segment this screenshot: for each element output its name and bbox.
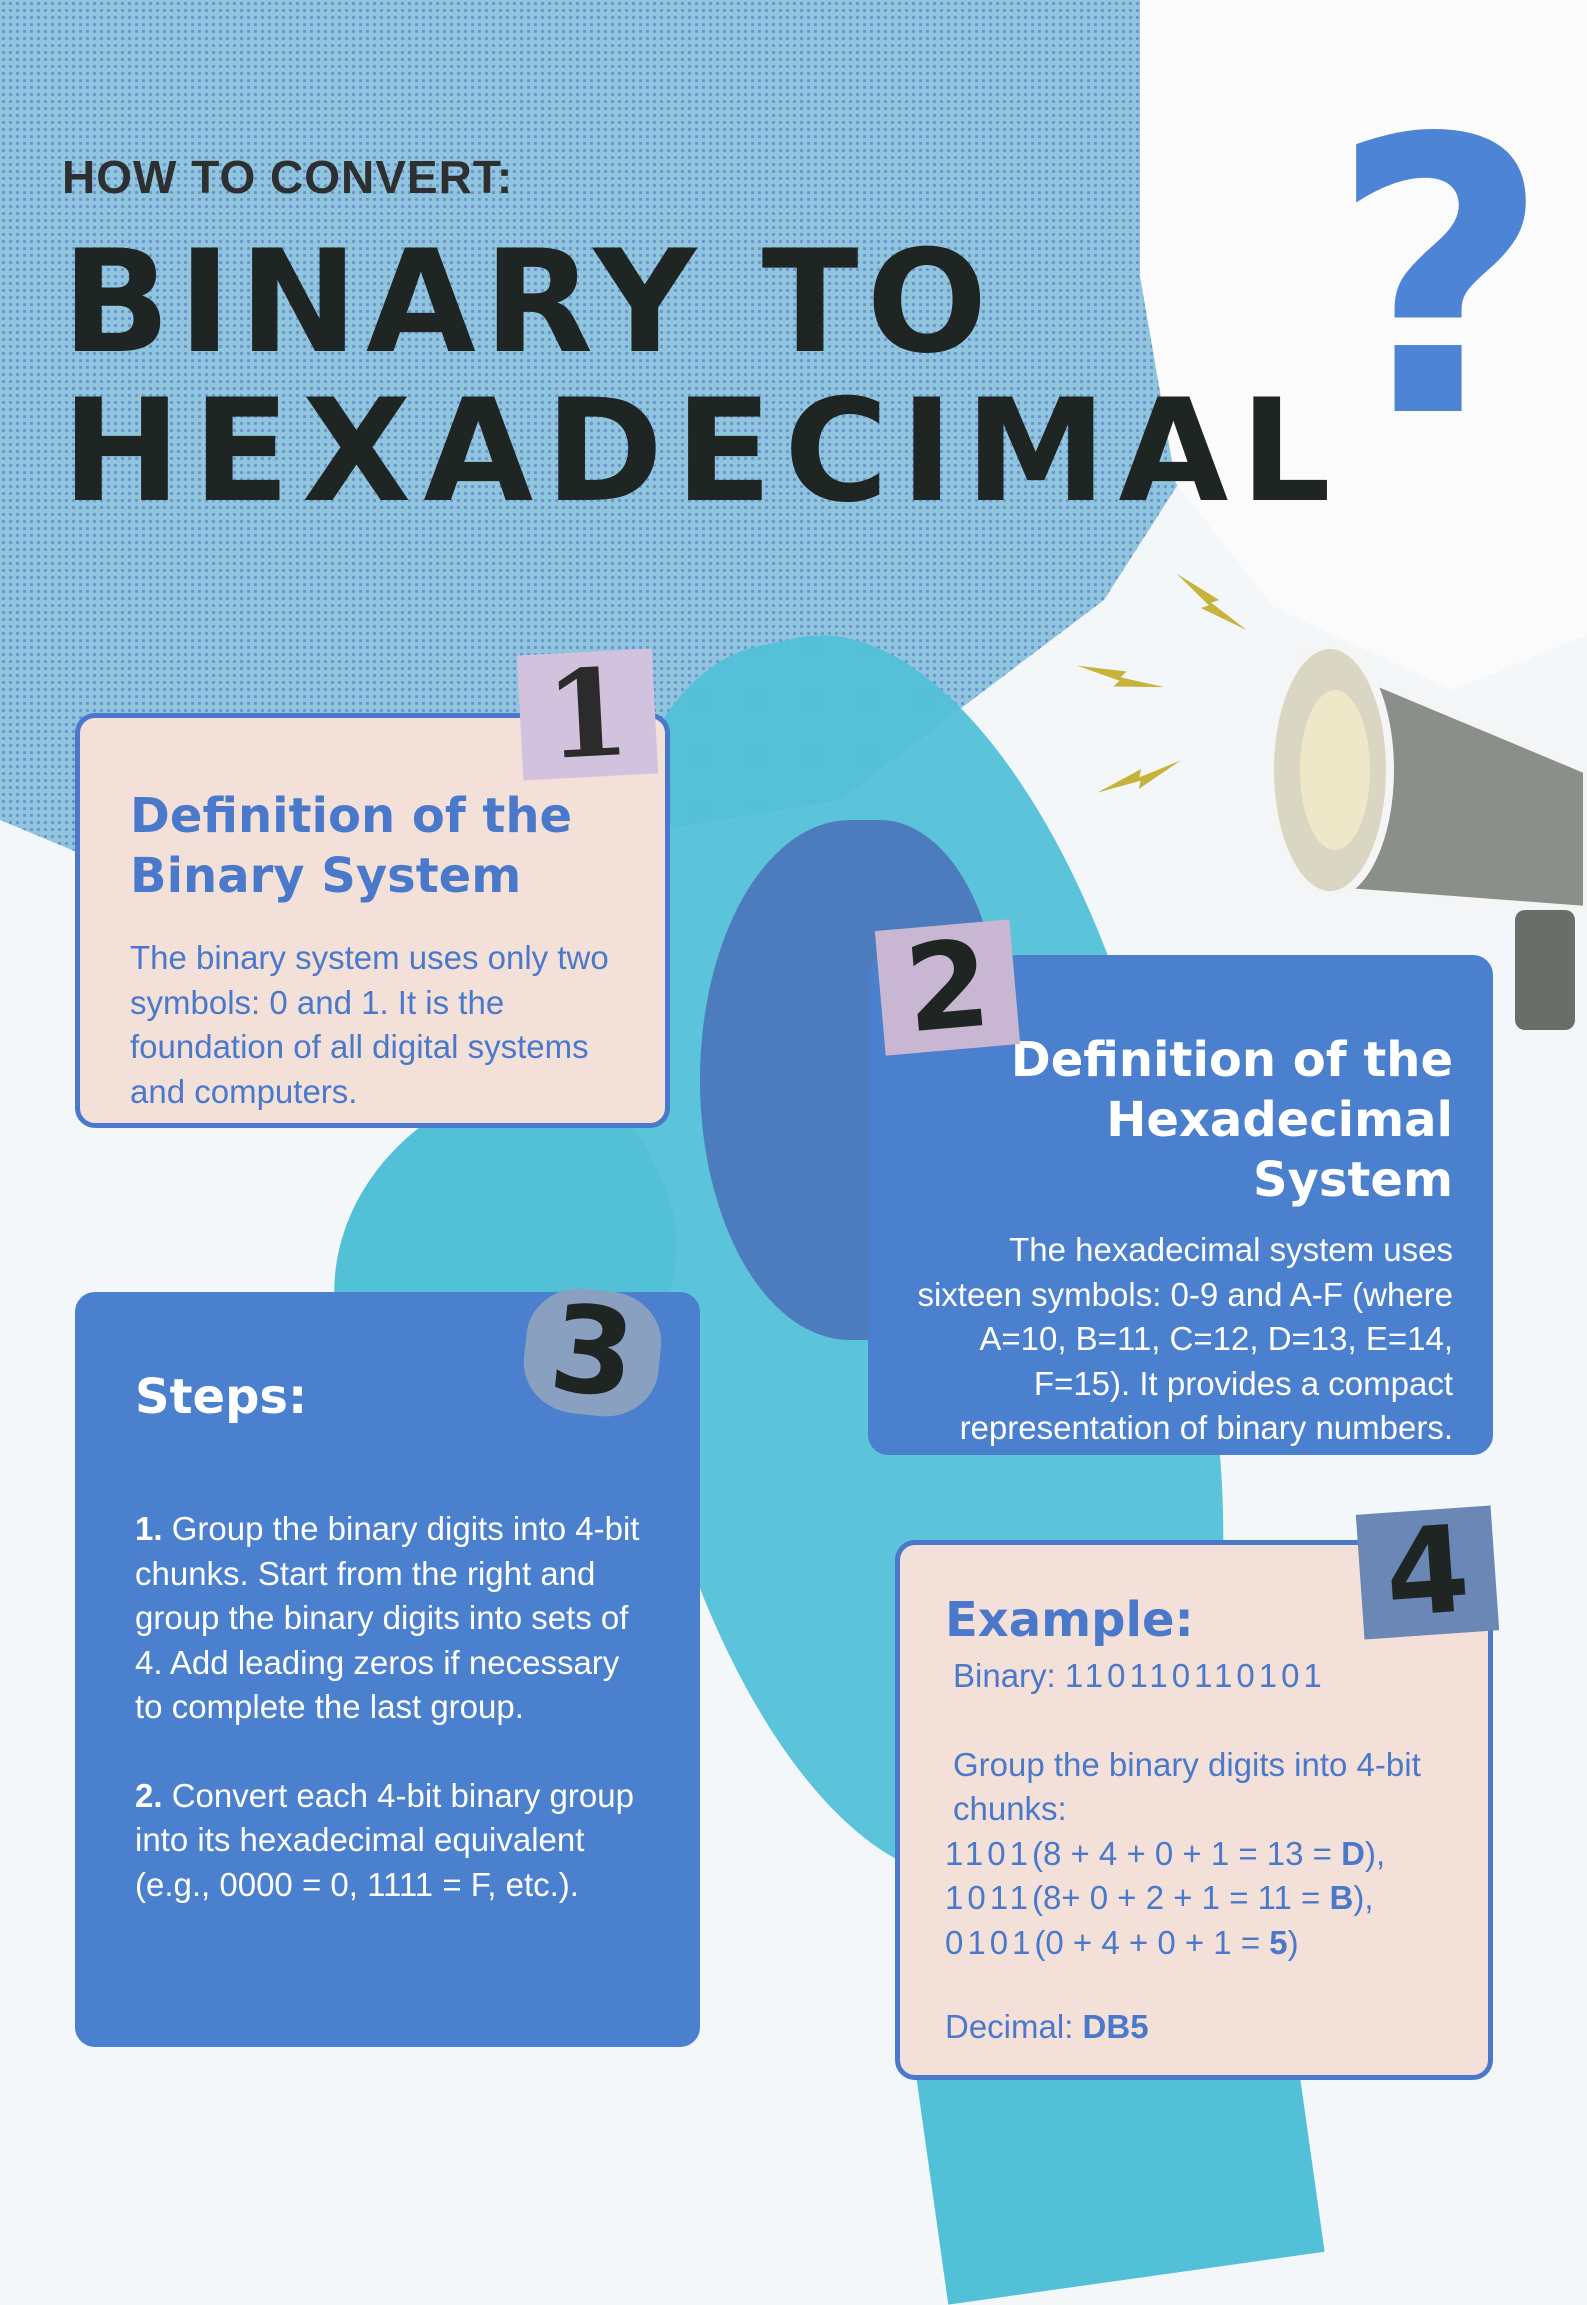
group-3-hex: 5 bbox=[1269, 1923, 1288, 1961]
title-line-1: BINARY TO bbox=[62, 220, 996, 385]
group-row-3: 0101(0 + 4 + 0 + 1 = 5) bbox=[945, 1921, 1458, 1966]
step-number-1-badge: 1 bbox=[516, 642, 659, 787]
result-label: Decimal: bbox=[945, 2008, 1074, 2046]
step-2-number: 2. bbox=[135, 1776, 163, 1814]
step-number-2-badge: 2 bbox=[874, 915, 1021, 1060]
lightning-bolt-icon bbox=[1074, 659, 1166, 700]
step-2-description: Convert each 4-bit binary group into its… bbox=[135, 1776, 634, 1903]
steps-card: Steps: 1. Group the binary digits into 4… bbox=[75, 1292, 700, 2047]
group-1-end: ), bbox=[1364, 1834, 1386, 1872]
group-3-end: ) bbox=[1287, 1923, 1299, 1961]
binary-definition-card: Definition of the Binary System The bina… bbox=[75, 713, 670, 1128]
card3-title: Steps: bbox=[135, 1369, 308, 1425]
group-3-bits: 0101 bbox=[945, 1923, 1035, 1961]
group-row-2: 1011(8+ 0 + 2 + 1 = 11 = B), bbox=[945, 1876, 1458, 1921]
binary-line: Binary: 110110110101 bbox=[945, 1654, 1458, 1699]
group-1-calc: (8 + 4 + 0 + 1 = 13 = bbox=[1031, 1834, 1342, 1872]
step-number-4-badge: 4 bbox=[1355, 1500, 1500, 1645]
card1-title-line1: Definition of the bbox=[130, 788, 573, 844]
lightning-bolt-icon bbox=[1170, 568, 1251, 640]
card1-title-line2: Binary System bbox=[130, 848, 522, 904]
megaphone-icon bbox=[1266, 641, 1587, 1030]
result-line: Decimal: DB5 bbox=[945, 2005, 1458, 2050]
card2-title-line1: Definition of the bbox=[1010, 1032, 1453, 1088]
card1-title: Definition of the Binary System bbox=[130, 786, 625, 906]
binary-label: Binary: bbox=[953, 1657, 1056, 1694]
group-2-hex: B bbox=[1329, 1879, 1354, 1917]
lightning-bolt-icon bbox=[1095, 755, 1186, 803]
card1-body: The binary system uses only two symbols:… bbox=[130, 939, 609, 1110]
example-card: Example: Binary: 110110110101 Group the … bbox=[895, 1540, 1493, 2080]
group-1-bits: 1101 bbox=[945, 1834, 1032, 1872]
card2-title-line2: Hexadecimal System bbox=[1106, 1092, 1453, 1208]
card2-body: The hexadecimal system uses sixteen symb… bbox=[917, 1231, 1453, 1447]
step-1-text: 1. Group the binary digits into 4-bit ch… bbox=[135, 1507, 650, 1730]
result-value: DB5 bbox=[1082, 2008, 1149, 2046]
group-2-bits: 1011 bbox=[945, 1879, 1032, 1917]
group-2-calc: (8+ 0 + 2 + 1 = 11 = bbox=[1031, 1879, 1330, 1917]
page-title: BINARY TO HEXADECIMAL bbox=[62, 228, 1343, 526]
step-1-description: Group the binary digits into 4-bit chunk… bbox=[135, 1510, 640, 1726]
title-line-2: HEXADECIMAL bbox=[62, 369, 1343, 535]
card4-title: Example: bbox=[945, 1592, 1194, 1648]
group-1-hex: D bbox=[1341, 1834, 1365, 1872]
step-1-number: 1. bbox=[135, 1510, 163, 1547]
group-row-1: 1101(8 + 4 + 0 + 1 = 13 = D), bbox=[945, 1832, 1458, 1877]
group-instruction: Group the binary digits into 4-bit chunk… bbox=[953, 1745, 1421, 1828]
binary-value: 110110110101 bbox=[1064, 1657, 1326, 1694]
group-3-calc: (0 + 4 + 0 + 1 = bbox=[1034, 1923, 1270, 1961]
page-subtitle: HOW TO CONVERT: bbox=[62, 151, 514, 203]
question-mark-icon: ? bbox=[1330, 58, 1551, 501]
group-2-end: ), bbox=[1353, 1879, 1374, 1917]
card2-title: Definition of the Hexadecimal System bbox=[913, 1030, 1453, 1210]
step-2-text: 2. Convert each 4-bit binary group into … bbox=[135, 1774, 650, 1908]
